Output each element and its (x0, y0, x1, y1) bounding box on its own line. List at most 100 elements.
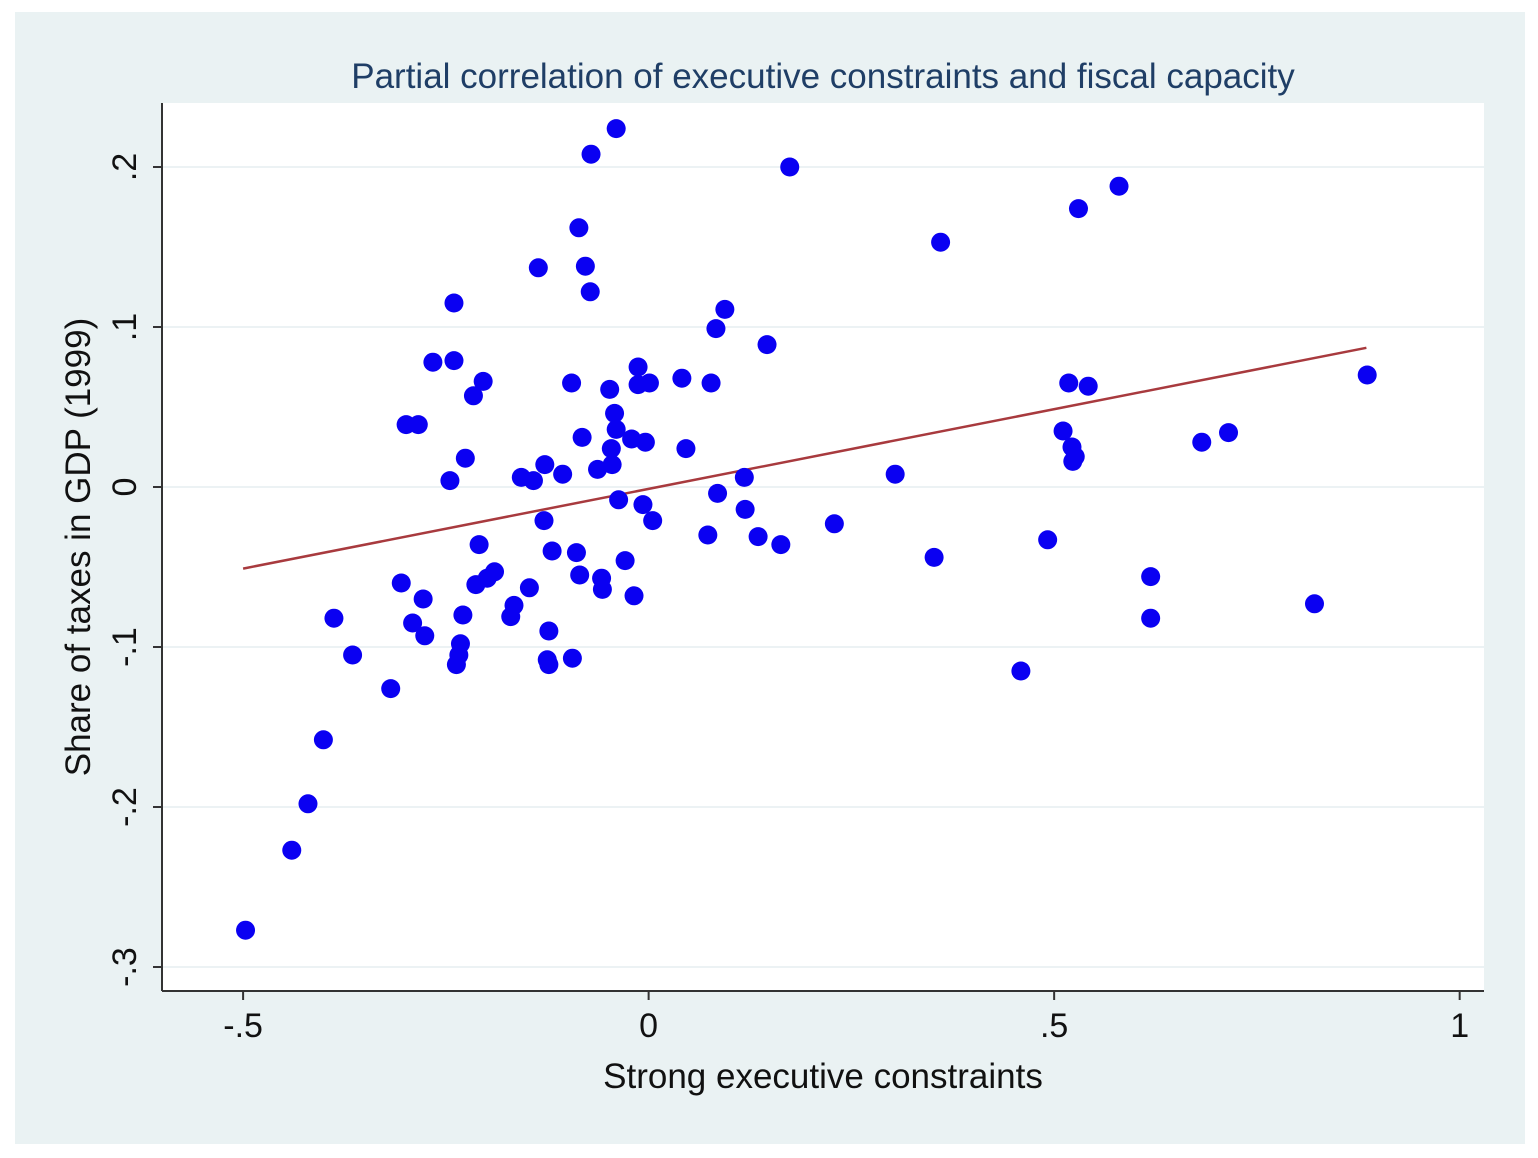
data-point (1053, 421, 1073, 441)
data-point (298, 794, 318, 814)
y-tick-label: .2 (106, 153, 144, 181)
data-point (1141, 608, 1161, 628)
data-point (423, 352, 443, 372)
data-point (575, 256, 595, 276)
data-point (624, 586, 644, 606)
data-point (602, 455, 622, 475)
data-point (440, 471, 460, 491)
data-point (444, 293, 464, 313)
data-point (748, 527, 768, 547)
fitted-line (242, 346, 1367, 570)
data-point (453, 605, 473, 625)
data-point (1357, 365, 1377, 385)
data-point (444, 351, 464, 371)
data-point (1038, 530, 1058, 550)
data-point (715, 299, 735, 319)
data-point (381, 679, 401, 699)
data-point (600, 379, 620, 399)
data-point (734, 467, 754, 487)
data-point (569, 218, 589, 238)
data-point (1065, 447, 1085, 467)
data-point (403, 613, 423, 633)
data-point (528, 258, 548, 278)
data-point (757, 335, 777, 355)
data-point (1304, 594, 1324, 614)
data-point (572, 427, 592, 447)
data-point (824, 514, 844, 534)
data-point (473, 371, 493, 391)
data-point (606, 419, 626, 439)
data-point (605, 403, 625, 423)
data-point (1078, 376, 1098, 396)
x-tick-label: 0 (639, 1007, 658, 1045)
x-tick-label: .5 (1040, 1007, 1068, 1045)
x-tick-label: -.5 (223, 1007, 263, 1045)
data-point (542, 541, 562, 561)
data-point (539, 655, 559, 675)
x-tick-label: 1 (1450, 1007, 1469, 1045)
data-point (539, 621, 559, 641)
gridlines (162, 166, 1484, 968)
points-layer (236, 119, 1377, 940)
data-point (1141, 567, 1161, 587)
data-point (562, 373, 582, 393)
data-point (672, 368, 692, 388)
fit-line-layer (242, 346, 1367, 570)
data-point (601, 439, 621, 459)
data-point (780, 157, 800, 177)
y-tick-label: -.1 (106, 627, 144, 667)
data-point (580, 282, 600, 302)
data-point (633, 495, 653, 515)
data-point (1068, 199, 1088, 219)
data-point (639, 373, 659, 393)
data-point (924, 547, 944, 567)
data-point (485, 562, 505, 582)
data-point (771, 535, 791, 555)
data-point (635, 432, 655, 452)
data-point (931, 232, 951, 252)
data-point (504, 595, 524, 615)
x-axis-ticks: -.5 0 .5 1 (223, 991, 1469, 1045)
data-point (570, 565, 590, 585)
data-point (450, 634, 470, 654)
data-point (535, 455, 555, 475)
data-point (562, 648, 582, 668)
plot-area (162, 103, 1484, 991)
y-tick-label: -.2 (106, 787, 144, 827)
data-point (609, 490, 629, 510)
data-point (408, 415, 428, 435)
data-point (676, 439, 696, 459)
data-point (1011, 661, 1031, 681)
data-point (643, 511, 663, 531)
data-point (1192, 432, 1212, 452)
data-point (519, 578, 539, 598)
y-tick-label: .1 (106, 313, 144, 341)
data-point (581, 144, 601, 164)
data-point (566, 543, 586, 563)
data-point (606, 119, 626, 139)
data-point (592, 579, 612, 599)
chart-title: Partial correlation of executive constra… (351, 57, 1295, 96)
data-point (628, 357, 648, 377)
y-axis-label: Share of taxes in GDP (1999) (59, 318, 98, 777)
data-point (469, 535, 489, 555)
data-point (455, 448, 475, 468)
data-point (553, 464, 573, 484)
data-point (1059, 373, 1079, 393)
data-point (1219, 423, 1239, 443)
data-point (735, 499, 755, 519)
y-tick-label: 0 (106, 478, 144, 497)
data-point (1109, 176, 1129, 196)
data-point (698, 525, 718, 545)
x-axis-label: Strong executive constraints (603, 1057, 1043, 1096)
data-point (343, 645, 363, 665)
data-point (413, 589, 433, 609)
data-point (313, 730, 333, 750)
data-point (701, 373, 721, 393)
data-point (534, 511, 554, 531)
data-point (706, 319, 726, 339)
data-point (523, 471, 543, 491)
data-point (236, 920, 256, 940)
data-point (885, 464, 905, 484)
